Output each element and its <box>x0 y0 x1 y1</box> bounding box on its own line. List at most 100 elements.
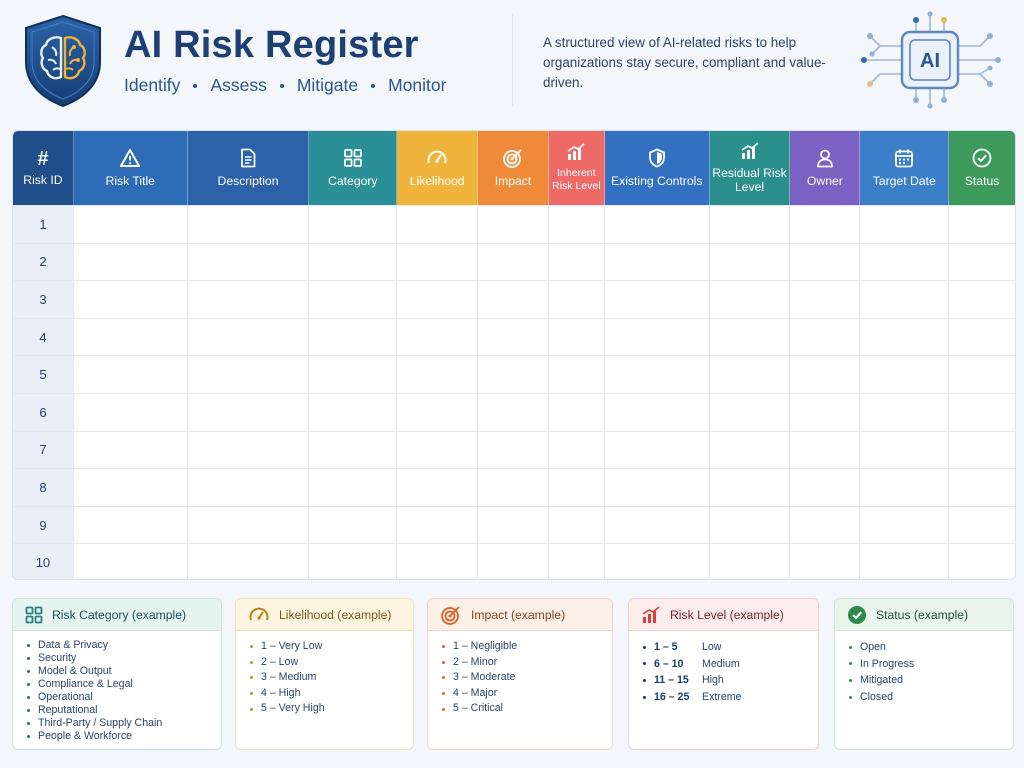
table-cell[interactable] <box>188 544 310 579</box>
table-cell[interactable] <box>605 431 710 469</box>
table-cell[interactable] <box>710 469 791 506</box>
table-cell[interactable] <box>74 469 188 506</box>
table-cell[interactable] <box>74 356 188 393</box>
table-cell[interactable] <box>309 281 398 318</box>
table-cell[interactable] <box>790 281 861 318</box>
table-cell[interactable] <box>478 469 549 506</box>
table-cell[interactable] <box>478 431 549 469</box>
table-cell[interactable] <box>309 393 398 431</box>
table-cell[interactable] <box>860 206 950 243</box>
table-cell[interactable] <box>74 243 188 281</box>
table-cell[interactable] <box>74 431 188 469</box>
table-cell[interactable] <box>790 506 861 544</box>
table-cell[interactable] <box>309 506 398 544</box>
table-cell[interactable] <box>790 356 861 393</box>
table-cell[interactable] <box>397 544 479 579</box>
table-cell[interactable] <box>790 544 861 579</box>
table-cell[interactable] <box>710 356 791 393</box>
table-cell[interactable] <box>710 431 791 469</box>
table-cell[interactable] <box>710 393 791 431</box>
table-cell[interactable] <box>860 318 950 356</box>
table-cell[interactable] <box>188 393 310 431</box>
table-cell[interactable] <box>949 432 1015 469</box>
table-cell[interactable] <box>860 393 950 431</box>
table-cell[interactable] <box>790 393 861 431</box>
table-cell[interactable] <box>710 506 791 544</box>
table-cell[interactable] <box>710 281 791 318</box>
table-cell[interactable] <box>188 431 310 469</box>
table-cell[interactable] <box>188 243 310 281</box>
table-cell[interactable] <box>605 544 710 579</box>
table-cell[interactable] <box>478 243 549 281</box>
table-cell[interactable] <box>188 469 310 506</box>
table-cell[interactable] <box>605 243 710 281</box>
table-cell[interactable] <box>188 318 310 356</box>
table-cell[interactable] <box>478 356 549 393</box>
table-cell[interactable] <box>309 206 398 243</box>
table-cell[interactable] <box>949 206 1015 243</box>
table-cell[interactable] <box>949 544 1015 579</box>
table-cell[interactable] <box>478 544 549 579</box>
table-cell[interactable] <box>397 243 479 281</box>
table-cell[interactable] <box>710 206 791 243</box>
table-cell[interactable] <box>710 243 791 281</box>
table-cell[interactable] <box>478 506 549 544</box>
table-cell[interactable] <box>397 431 479 469</box>
table-cell[interactable] <box>188 356 310 393</box>
table-cell[interactable] <box>949 394 1015 431</box>
table-cell[interactable] <box>860 506 950 544</box>
table-cell[interactable] <box>605 356 710 393</box>
table-cell[interactable] <box>605 506 710 544</box>
table-cell[interactable] <box>860 243 950 281</box>
table-cell[interactable] <box>74 544 188 579</box>
table-cell[interactable] <box>790 431 861 469</box>
table-cell[interactable] <box>860 281 950 318</box>
table-cell[interactable] <box>549 544 605 579</box>
table-cell[interactable] <box>478 393 549 431</box>
table-cell[interactable] <box>549 243 605 281</box>
table-cell[interactable] <box>397 393 479 431</box>
table-cell[interactable] <box>790 206 861 243</box>
table-cell[interactable] <box>309 469 398 506</box>
table-cell[interactable] <box>860 356 950 393</box>
table-cell[interactable] <box>949 507 1015 544</box>
table-cell[interactable] <box>309 544 398 579</box>
table-cell[interactable] <box>74 206 188 243</box>
table-cell[interactable] <box>74 506 188 544</box>
table-cell[interactable] <box>309 318 398 356</box>
table-cell[interactable] <box>397 281 479 318</box>
table-cell[interactable] <box>949 319 1015 356</box>
table-cell[interactable] <box>188 281 310 318</box>
table-cell[interactable] <box>549 506 605 544</box>
table-cell[interactable] <box>860 544 950 579</box>
table-cell[interactable] <box>605 469 710 506</box>
table-cell[interactable] <box>949 469 1015 506</box>
table-cell[interactable] <box>549 431 605 469</box>
table-cell[interactable] <box>188 206 310 243</box>
table-cell[interactable] <box>309 243 398 281</box>
table-cell[interactable] <box>74 393 188 431</box>
table-cell[interactable] <box>860 431 950 469</box>
table-cell[interactable] <box>949 281 1015 318</box>
table-cell[interactable] <box>605 393 710 431</box>
table-cell[interactable] <box>309 356 398 393</box>
table-cell[interactable] <box>478 281 549 318</box>
table-cell[interactable] <box>605 206 710 243</box>
table-cell[interactable] <box>549 206 605 243</box>
table-cell[interactable] <box>949 244 1015 281</box>
table-cell[interactable] <box>790 243 861 281</box>
table-cell[interactable] <box>605 281 710 318</box>
table-cell[interactable] <box>397 206 479 243</box>
table-cell[interactable] <box>397 469 479 506</box>
table-cell[interactable] <box>860 469 950 506</box>
table-cell[interactable] <box>549 469 605 506</box>
table-cell[interactable] <box>188 506 310 544</box>
table-cell[interactable] <box>397 506 479 544</box>
table-cell[interactable] <box>549 318 605 356</box>
table-cell[interactable] <box>605 318 710 356</box>
table-cell[interactable] <box>309 431 398 469</box>
table-cell[interactable] <box>397 356 479 393</box>
table-cell[interactable] <box>549 393 605 431</box>
table-cell[interactable] <box>549 281 605 318</box>
table-cell[interactable] <box>710 544 791 579</box>
